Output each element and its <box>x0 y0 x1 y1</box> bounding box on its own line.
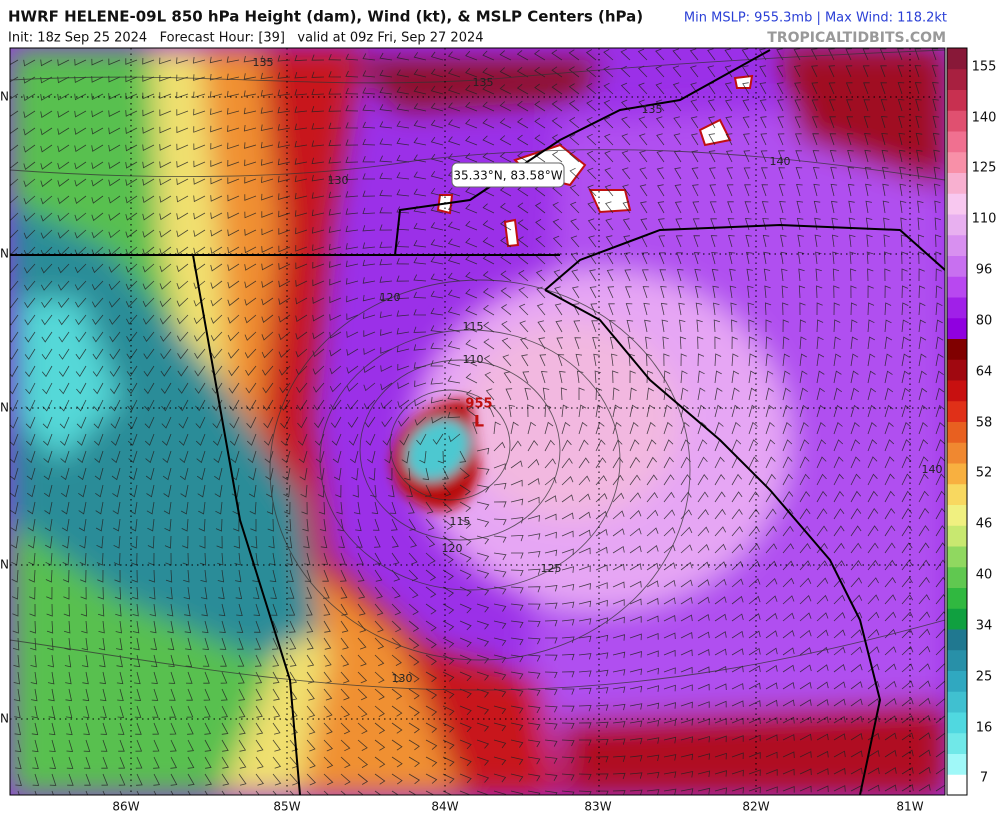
colorbar-tick-label: 64 <box>976 365 993 380</box>
colorbar-tick-label: 110 <box>972 212 997 227</box>
colorbar-swatch <box>947 131 967 153</box>
latitude-label: N <box>0 712 9 726</box>
colorbar-swatch <box>947 89 967 111</box>
latitude-label: N <box>0 247 9 261</box>
title: HWRF HELENE-09L 850 hPa Height (dam), Wi… <box>8 8 643 26</box>
colorbar-tick-label: 80 <box>976 314 993 329</box>
colorbar-swatch <box>947 608 967 630</box>
longitude-label: 81W <box>896 800 923 814</box>
colorbar-swatch <box>947 338 967 360</box>
source-credit: TROPICALTIDBITS.COM <box>767 30 946 46</box>
colorbar-swatch <box>947 566 967 588</box>
colorbar-swatch <box>947 317 967 339</box>
colorbar-frame <box>946 47 968 796</box>
longitude-label: 83W <box>584 800 611 814</box>
colorbar-tick-label: 34 <box>976 619 993 634</box>
colorbar-tick-label: 155 <box>972 60 997 75</box>
colorbar-tick-label: 40 <box>976 568 993 583</box>
colorbar-tick-label: 96 <box>976 263 993 278</box>
colorbar-tick-label: 46 <box>976 517 993 532</box>
colorbar-swatch <box>947 68 967 90</box>
colorbar-swatch <box>947 276 967 298</box>
colorbar-swatch <box>947 483 967 505</box>
colorbar-swatch <box>947 691 967 713</box>
colorbar-tick-label: 25 <box>976 670 993 685</box>
center-pressure: 955 <box>465 397 492 412</box>
contour-label: 130 <box>328 174 349 187</box>
longitude-label: 86W <box>112 800 139 814</box>
contour-label: 120 <box>442 542 463 555</box>
contour-label: 115 <box>450 515 471 528</box>
latitude-label: N <box>0 558 9 572</box>
colorbar-swatch <box>947 421 967 443</box>
longitude-label: 84W <box>431 800 458 814</box>
colorbar-tick-label: 16 <box>976 721 993 736</box>
colorbar-swatch <box>947 255 967 277</box>
colorbar-swatch <box>947 110 967 132</box>
map-frame <box>9 47 946 796</box>
location-tooltip-box <box>451 162 565 188</box>
contour-label: 110 <box>463 353 484 366</box>
colorbar-swatch <box>947 712 967 734</box>
colorbar-swatch <box>947 442 967 464</box>
contour-label: 135 <box>642 103 663 116</box>
colorbar-swatch <box>947 732 967 754</box>
colorbar-swatch <box>947 463 967 485</box>
colorbar-tick-label: 7 <box>980 771 988 786</box>
colorbar-swatch <box>947 774 967 796</box>
colorbar-swatch <box>947 400 967 422</box>
colorbar-swatch <box>947 380 967 402</box>
contour-label: 125 <box>541 562 562 575</box>
low-marker: L <box>474 412 484 431</box>
colorbar-swatch <box>947 172 967 194</box>
latitude-label: N <box>0 90 9 104</box>
colorbar-tick-label: 140 <box>972 111 997 126</box>
longitude-label: 82W <box>742 800 769 814</box>
latitude-label: N <box>0 401 9 415</box>
contour-label: 135 <box>473 76 494 89</box>
contour-label: 130 <box>392 672 413 685</box>
colorbar-swatch <box>947 649 967 671</box>
colorbar: 155 140 125 110 96 80 64 58 52 46 40 34 25 16 7 <box>946 47 997 796</box>
colorbar-tick-label: 52 <box>976 466 993 481</box>
contour-label: 115 <box>463 320 484 333</box>
longitude-label: 85W <box>273 800 300 814</box>
colorbar-tick-label: 58 <box>976 416 993 431</box>
colorbar-swatch <box>947 151 967 173</box>
contour-label: 140 <box>770 155 791 168</box>
colorbar-swatch <box>947 48 967 70</box>
stats: Min MSLP: 955.3mb | Max Wind: 118.2kt <box>684 11 947 26</box>
colorbar-swatch <box>947 193 967 215</box>
colorbar-swatch <box>947 629 967 651</box>
colorbar-swatch <box>947 234 967 256</box>
colorbar-swatch <box>947 753 967 775</box>
colorbar-swatch <box>947 546 967 568</box>
contour-label: 140 <box>922 463 943 476</box>
colorbar-swatch <box>947 297 967 319</box>
colorbar-swatch <box>947 670 967 692</box>
colorbar-swatch <box>947 504 967 526</box>
subtitle: Init: 18z Sep 25 2024 Forecast Hour: [39… <box>8 31 484 46</box>
colorbar-swatch <box>947 525 967 547</box>
contour-label: 120 <box>380 291 401 304</box>
contour-label: 135 <box>253 56 274 69</box>
colorbar-swatch <box>947 214 967 236</box>
colorbar-tick-label: 125 <box>972 161 997 176</box>
colorbar-swatch <box>947 359 967 381</box>
location-tooltip: 35.33°N, 83.58°W <box>453 169 562 183</box>
map-field: 135135135140130120115110115120125130140 … <box>10 48 945 795</box>
colorbar-swatch <box>947 587 967 609</box>
